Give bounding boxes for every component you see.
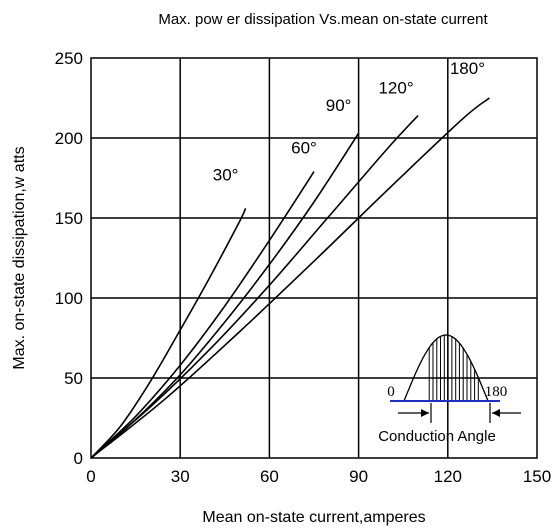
x-tick-label-0: 0 [86,467,95,486]
grid-lines [91,58,537,458]
y-tick-label-5: 250 [55,49,83,68]
inset-right-label: 180 [485,384,508,400]
x-tick-label-2: 60 [260,467,279,486]
conduction-angle-inset: 0 180 Conduction Angle [378,334,521,445]
inset-hatch-lines [428,335,479,401]
series-label-1: 60° [291,139,317,158]
y-tick-label-4: 200 [55,129,83,148]
x-axis-label: Mean on-state current,amperes [202,509,425,526]
inset-caption: Conduction Angle [378,428,496,445]
y-tick-label-1: 50 [64,369,83,388]
plot-frame [90,57,538,459]
y-tick-label-0: 0 [74,449,83,468]
inset-left-label: 0 [387,384,395,400]
series-label-2: 90° [326,96,352,115]
series-line-4 [90,97,490,459]
x-tick-labels: 0 30 60 90 120 150 [86,467,551,486]
series-line-1 [90,171,315,459]
y-tick-label-2: 100 [55,289,83,308]
inset-waveform [403,334,489,402]
series-line-3 [90,115,419,459]
inset-left-arrowhead [421,409,429,417]
y-tick-labels: 0 50 100 150 200 250 [55,49,83,468]
series-label-3: 120° [378,79,413,98]
series-labels: 30° 60° 90° 120° 180° [213,59,485,184]
chart-title: Max. pow er dissipation Vs.mean on-state… [158,11,488,28]
y-tick-label-3: 150 [55,209,83,228]
x-tick-label-3: 90 [349,467,368,486]
inset-right-arrowhead [492,409,500,417]
x-tick-label-4: 120 [434,467,462,486]
series-lines [90,97,490,459]
x-tick-label-5: 150 [523,467,551,486]
series-label-0: 30° [213,165,239,184]
x-tick-label-1: 30 [171,467,190,486]
y-axis-label: Max. on-state dissipation,w atts [11,146,28,369]
series-label-4: 180° [450,59,485,78]
series-line-0 [90,208,247,459]
